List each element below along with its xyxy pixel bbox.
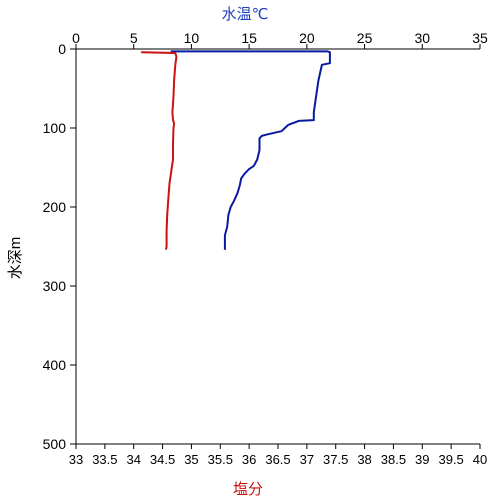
temperature-profile-line — [170, 50, 331, 250]
left-axis-label: 水深m — [7, 237, 24, 280]
top-axis-tick-label: 0 — [72, 30, 80, 46]
bottom-axis-tick-label: 36 — [242, 452, 256, 467]
top-axis-tick-label: 35 — [472, 30, 488, 46]
top-axis-tick-label: 10 — [184, 30, 200, 46]
bottom-axis-tick-label: 37 — [300, 452, 314, 467]
left-axis-tick-label: 200 — [43, 199, 67, 215]
bottom-axis-tick-label: 37.5 — [323, 452, 348, 467]
left-axis-tick-label: 300 — [43, 278, 67, 294]
bottom-axis-tick-label: 40 — [473, 452, 487, 467]
bottom-axis-tick-label: 39.5 — [438, 452, 463, 467]
bottom-axis-tick-label: 33.5 — [92, 452, 117, 467]
top-axis-tick-label: 15 — [241, 30, 257, 46]
top-axis-label: 水温℃ — [222, 6, 269, 23]
left-axis-tick-label: 400 — [43, 357, 67, 373]
bottom-axis-tick-label: 34 — [126, 452, 140, 467]
bottom-axis-tick-label: 33 — [69, 452, 83, 467]
bottom-axis-tick-label: 38 — [357, 452, 371, 467]
top-axis-tick-label: 20 — [299, 30, 315, 46]
top-axis-tick-label: 5 — [130, 30, 138, 46]
top-axis-tick-label: 25 — [357, 30, 373, 46]
top-axis-tick-label: 30 — [414, 30, 430, 46]
bottom-axis-tick-label: 35.5 — [208, 452, 233, 467]
bottom-axis-tick-label: 34.5 — [150, 452, 175, 467]
bottom-axis-tick-label: 38.5 — [381, 452, 406, 467]
bottom-axis-label: 塩分 — [233, 481, 263, 498]
bottom-axis-tick-label: 35 — [184, 452, 198, 467]
left-axis-tick-label: 0 — [58, 41, 66, 57]
left-axis-tick-label: 100 — [43, 120, 67, 136]
bottom-axis-tick-label: 39 — [415, 452, 429, 467]
left-axis-tick-label: 500 — [43, 436, 67, 452]
bottom-axis-tick-label: 36.5 — [265, 452, 290, 467]
salinity-profile-line — [141, 51, 178, 250]
